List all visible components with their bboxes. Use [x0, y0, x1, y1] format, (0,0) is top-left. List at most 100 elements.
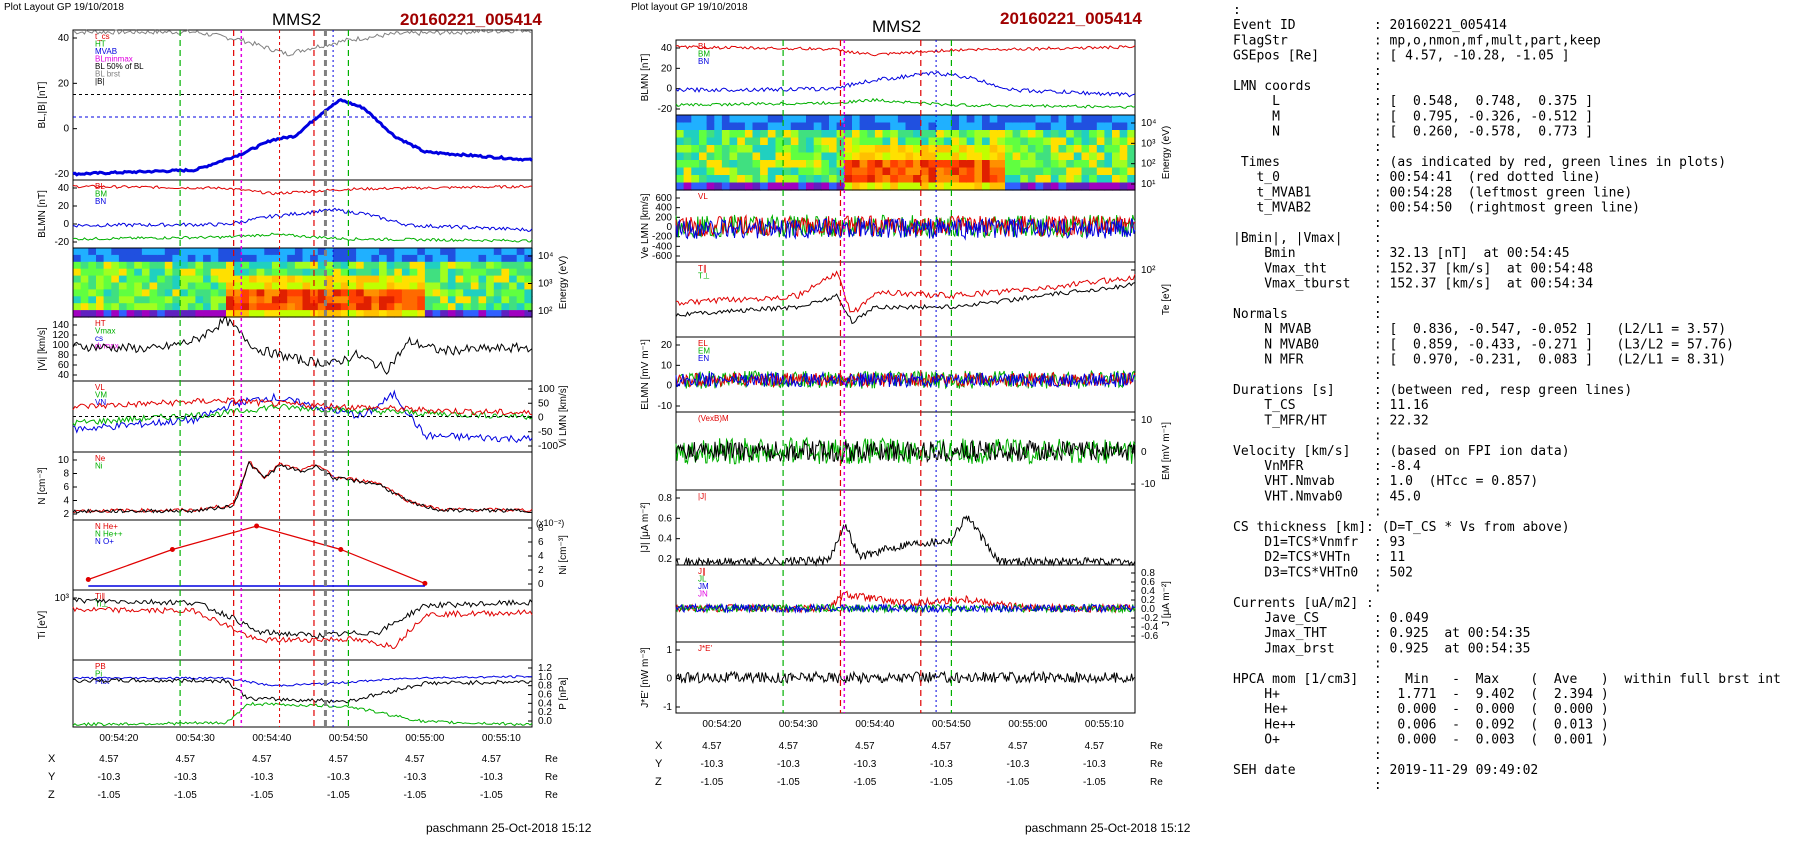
spectrogram-cell	[470, 261, 480, 270]
spectrogram-cell	[264, 282, 273, 290]
spectrogram-cell	[1089, 167, 1098, 176]
ytick-label: 8	[538, 523, 544, 534]
spectrogram-cell	[195, 254, 204, 263]
spectrogram-cell	[249, 296, 258, 304]
spectrogram-cell	[1127, 130, 1136, 139]
spectrogram-cell	[470, 310, 480, 318]
ytick-label: 40	[661, 43, 673, 54]
pos-value: 4.57	[1008, 741, 1028, 752]
spectrogram-cell	[401, 282, 411, 290]
spectrogram-cell	[348, 289, 357, 297]
spectrogram-cell	[134, 303, 143, 311]
spectrogram-cell	[798, 145, 807, 154]
spectrogram-cell	[752, 152, 761, 161]
pos-value: 4.57	[176, 754, 196, 765]
spectrogram-cell	[80, 310, 89, 318]
spectrogram-cell	[401, 303, 411, 311]
spectrogram-cell	[210, 254, 219, 263]
info-line: Normals :	[1233, 307, 1382, 322]
spectrogram-cell	[210, 268, 219, 277]
spectrogram-cell	[195, 268, 204, 277]
pos-value: 4.57	[702, 741, 722, 752]
ylabel: N [cm⁻³]	[37, 467, 48, 505]
legend-entry: dvmax	[95, 342, 119, 351]
j-trace	[675, 515, 1136, 567]
info-line: HPCA mom [1/cm3] : Min - Max ( Ave ) wit…	[1233, 672, 1781, 687]
spectrogram-cell	[371, 275, 380, 284]
spectrogram-cell	[706, 137, 715, 146]
spectrogram-cell	[432, 275, 441, 284]
spectrogram-cell	[317, 303, 327, 311]
spectrogram-cell	[325, 275, 334, 284]
spectrogram-cell	[806, 152, 815, 161]
spectrogram-cell	[287, 289, 296, 297]
ytick-label: 140	[52, 320, 69, 331]
spectrogram-cell	[172, 268, 181, 277]
spectrogram-cell	[760, 182, 769, 191]
spectrogram-cell	[333, 303, 342, 311]
spectrogram-cell	[440, 310, 449, 318]
spectrogram-cell	[806, 175, 815, 184]
vexb-trace	[675, 436, 1136, 465]
em-trace	[675, 439, 1136, 464]
spectrogram-cell	[821, 182, 830, 191]
panel-j: 0.80.60.40.2|J| [μA m⁻²]|J|	[640, 489, 1136, 567]
spectrogram-cell	[279, 282, 288, 290]
legend-entry: HT	[95, 40, 106, 49]
spectrogram-cell	[706, 145, 715, 154]
spectrogram-cell	[118, 268, 128, 277]
spectrogram-cell	[966, 145, 975, 154]
spectrogram-cell	[440, 296, 449, 304]
spectrogram-cell	[844, 145, 853, 154]
spectrogram-cell	[1104, 115, 1113, 124]
spectrogram-cell	[218, 254, 227, 263]
spectrogram-cell	[249, 282, 258, 290]
spectrogram-cell	[737, 145, 746, 154]
spectrogram-cell	[134, 289, 143, 297]
spectrogram-cell	[126, 261, 135, 270]
pos-value: 4.57	[482, 754, 502, 765]
spectrogram-cell	[241, 310, 250, 318]
spectrogram-cell	[752, 137, 761, 146]
pos-row-label-z: Z	[48, 789, 55, 801]
spectrogram-cell	[363, 248, 372, 256]
spectrogram-cell	[233, 268, 242, 277]
time-tick-label: 00:55:10	[1085, 719, 1124, 730]
spectrogram-cell	[943, 182, 953, 191]
spectrogram-cell	[486, 282, 495, 290]
scale-label: (x10⁻²)	[536, 518, 564, 528]
time-tick-label: 00:54:40	[855, 719, 894, 730]
spectrogram-cell	[920, 122, 930, 131]
spectrogram-cell	[256, 268, 265, 277]
spectrogram-cell	[249, 275, 258, 284]
spectrogram-cell	[829, 130, 838, 139]
spectrogram-cell	[676, 145, 685, 154]
spectrogram-cell	[1012, 152, 1021, 161]
spectrogram-cell	[829, 122, 838, 131]
spectrogram-cell	[798, 175, 807, 184]
ylabel: Energy (eV)	[558, 256, 569, 309]
spectrogram-cell	[1012, 137, 1021, 146]
spectrogram-cell	[256, 289, 265, 297]
legend-entry: VL	[95, 383, 105, 392]
pos-row-label-z: Z	[655, 776, 662, 788]
spectrogram-cell	[241, 248, 250, 256]
spectrogram-cell	[379, 282, 388, 290]
legend-entry: BN	[698, 57, 709, 66]
ylabel: BLMN [nT]	[640, 53, 651, 101]
pos-value: 4.57	[779, 741, 799, 752]
spectrogram-cell	[172, 282, 181, 290]
spectrogram-cell	[790, 115, 800, 124]
spectrogram-cell	[844, 175, 853, 184]
ytick-label: -0.6	[1141, 631, 1159, 642]
spectrogram-cell	[218, 268, 227, 277]
spectrogram-cell	[936, 145, 945, 154]
spectrogram-cell	[852, 130, 861, 139]
spectrogram-cell	[798, 115, 807, 124]
panel-frame	[72, 519, 533, 591]
spectrogram-cell	[1043, 137, 1052, 146]
spectrogram-cell	[821, 130, 830, 139]
spectrogram-cell	[852, 160, 861, 169]
spectrogram-cell	[767, 167, 777, 176]
spectrogram-cell	[88, 303, 97, 311]
